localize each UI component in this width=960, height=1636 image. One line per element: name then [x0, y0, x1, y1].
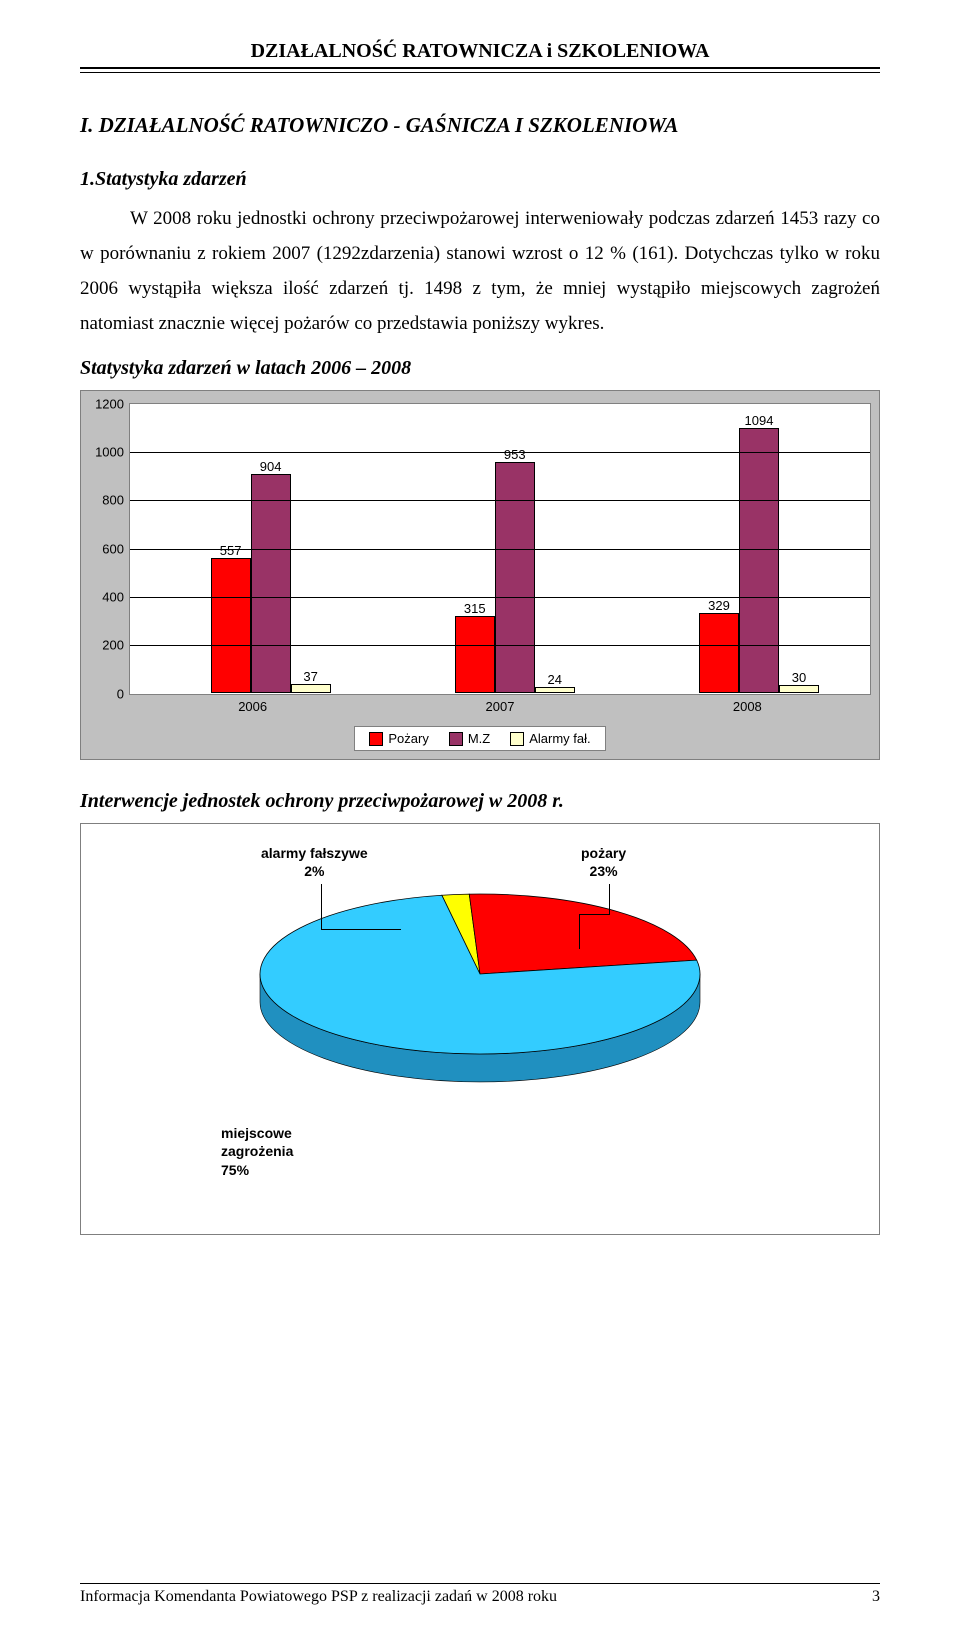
legend-item: M.Z [449, 731, 490, 747]
bar-value-label: 30 [792, 670, 806, 685]
bar: 1094 [739, 428, 779, 692]
bar-value-label: 557 [220, 543, 242, 558]
legend-item: Alarmy fał. [510, 731, 590, 747]
document-header: DZIAŁALNOŚĆ RATOWNICZA i SZKOLENIOWA [80, 40, 880, 63]
bar-value-label: 953 [504, 447, 526, 462]
bar: 557 [211, 558, 251, 693]
legend-swatch [449, 732, 463, 746]
bar-value-label: 37 [303, 669, 317, 684]
bar-chart-container: 020040060080010001200 557904373159532432… [80, 390, 880, 761]
y-tick-label: 1000 [95, 444, 124, 459]
bar-value-label: 1094 [745, 413, 774, 428]
pie-chart [220, 844, 740, 1104]
leader-line [321, 929, 401, 930]
bar: 953 [495, 462, 535, 692]
pie-label-miejscowe: miejscowezagrożenia75% [221, 1124, 293, 1179]
leader-line [579, 914, 580, 949]
header-rule [80, 67, 880, 73]
bar-value-label: 315 [464, 601, 486, 616]
bar-chart-title: Statystyka zdarzeń w latach 2006 – 2008 [80, 357, 880, 380]
chart-legend: Pożary M.Z Alarmy fał. [354, 726, 605, 752]
bar: 904 [251, 474, 291, 692]
page-number: 3 [872, 1588, 880, 1606]
bar: 315 [455, 616, 495, 692]
y-tick-label: 1200 [95, 396, 124, 411]
gridline [130, 597, 870, 598]
bar: 37 [291, 684, 331, 693]
legend-label: Pożary [388, 731, 428, 746]
y-tick-label: 800 [102, 493, 124, 508]
y-tick-label: 400 [102, 589, 124, 604]
bar-group: 31595324 [411, 462, 618, 692]
bar-value-label: 24 [548, 672, 562, 687]
page-footer: Informacja Komendanta Powiatowego PSP z … [80, 1583, 880, 1606]
body-text-content: W 2008 roku jednostki ochrony przeciwpoż… [80, 208, 880, 334]
x-tick-label: 2008 [624, 699, 871, 714]
pie-label-alarmy: alarmy fałszywe2% [261, 844, 368, 880]
legend-label: Alarmy fał. [529, 731, 590, 746]
y-tick-label: 200 [102, 638, 124, 653]
gridline [130, 645, 870, 646]
bar-value-label: 329 [708, 598, 730, 613]
bar-group: 329109430 [655, 428, 862, 692]
x-axis-labels: 200620072008 [129, 695, 871, 714]
legend-label: M.Z [468, 731, 490, 746]
y-tick-label: 0 [117, 686, 124, 701]
bar-group: 55790437 [167, 474, 374, 692]
legend-swatch [369, 732, 383, 746]
legend-swatch [510, 732, 524, 746]
leader-line [609, 884, 610, 914]
bar: 329 [699, 613, 739, 693]
gridline [130, 452, 870, 453]
pie-chart-title: Interwencje jednostek ochrony przeciwpoż… [80, 790, 880, 813]
subsection-title: 1.Statystyka zdarzeń [80, 168, 880, 191]
gridline [130, 500, 870, 501]
section-title: I. DZIAŁALNOŚĆ RATOWNICZO - GAŚNICZA I S… [80, 113, 880, 138]
leader-line [579, 914, 610, 915]
bar: 30 [779, 685, 819, 692]
pie-label-pozary: pożary23% [581, 844, 626, 880]
leader-line [321, 884, 322, 929]
x-tick-label: 2007 [376, 699, 623, 714]
body-paragraph: W 2008 roku jednostki ochrony przeciwpoż… [80, 201, 880, 342]
y-axis-labels: 020040060080010001200 [90, 404, 128, 694]
legend-item: Pożary [369, 731, 428, 747]
footer-text: Informacja Komendanta Powiatowego PSP z … [80, 1588, 557, 1606]
bar-value-label: 904 [260, 459, 282, 474]
y-tick-label: 600 [102, 541, 124, 556]
bar-chart-plot: 020040060080010001200 557904373159532432… [129, 403, 871, 695]
gridline [130, 549, 870, 550]
bar: 24 [535, 687, 575, 693]
pie-chart-container: alarmy fałszywe2% pożary23% miejscowezag… [80, 823, 880, 1235]
x-tick-label: 2006 [129, 699, 376, 714]
